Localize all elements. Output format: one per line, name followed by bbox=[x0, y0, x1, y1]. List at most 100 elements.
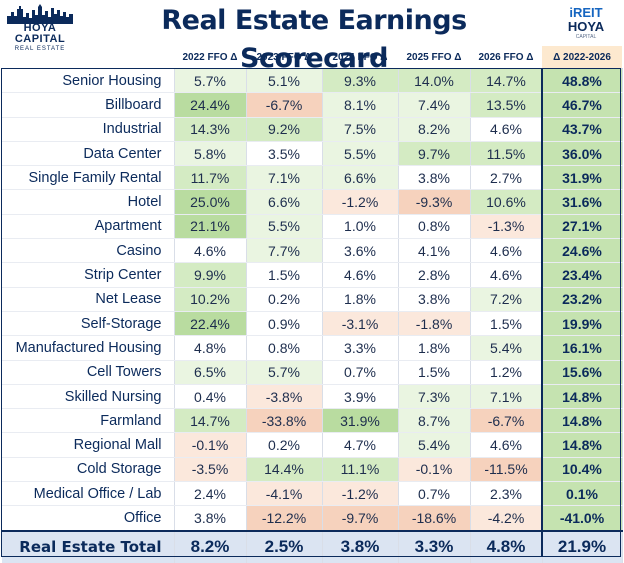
row-label: Billboard bbox=[2, 92, 175, 118]
delta-cell: 31.9% bbox=[542, 165, 623, 191]
table-row: Self-Storage 22.4% 0.9% -3.1% -1.8% 1.5% 19.9% bbox=[2, 311, 623, 337]
value-cell: 1.5% bbox=[398, 360, 471, 385]
value-cell: 9.7% bbox=[398, 141, 471, 167]
value-cell: 3.5% bbox=[246, 141, 323, 167]
table-row: Apartment 21.1% 5.5% 1.0% 0.8% -1.3% 27.1% bbox=[2, 214, 623, 240]
value-cell: 4.6% bbox=[174, 238, 247, 264]
row-label: Hotel bbox=[2, 189, 175, 215]
row-label: Farmland bbox=[2, 408, 175, 434]
value-cell: 22.4% bbox=[174, 311, 247, 337]
row-label: Self-Storage bbox=[2, 311, 175, 337]
logo-ireit-text: iREIT bbox=[569, 5, 603, 20]
value-cell: 1.8% bbox=[322, 287, 399, 312]
value-cell: -1.2% bbox=[322, 481, 399, 507]
hoya-capital-logo: HOYA CAPITAL REAL ESTATE bbox=[2, 4, 78, 52]
delta-cell: 27.1% bbox=[542, 214, 623, 240]
value-cell: -18.6% bbox=[398, 505, 471, 532]
value-cell: 0.8% bbox=[246, 335, 323, 361]
table-row: Single Family Rental 11.7% 7.1% 6.6% 3.8% 2.7… bbox=[2, 165, 623, 191]
value-cell: 3.8% bbox=[398, 165, 471, 191]
scorecard-table: 2022 FFO Δ 2023 FFO Δ 2024 FFO Δ 2025 FF… bbox=[2, 46, 623, 563]
value-cell: -1.8% bbox=[398, 311, 471, 337]
delta-cell: 31.6% bbox=[542, 189, 623, 215]
value-cell: 6.6% bbox=[246, 189, 323, 215]
skyline-icon bbox=[7, 4, 73, 24]
value-cell: 11.1% bbox=[322, 457, 399, 483]
row-label: Real Estate Total bbox=[2, 529, 175, 563]
delta-cell: 48.8% bbox=[542, 68, 623, 94]
table-row: Medical Office / Lab 2.4% -4.1% -1.2% 0.7% 2.… bbox=[2, 481, 623, 507]
value-cell: 4.6% bbox=[470, 262, 543, 288]
logo-hoya-text: HOYA bbox=[567, 19, 605, 34]
value-cell: 1.5% bbox=[470, 311, 543, 337]
column-header: 2023 FFO Δ bbox=[246, 46, 322, 69]
row-label: Skilled Nursing bbox=[2, 384, 175, 410]
value-cell: 9.9% bbox=[174, 262, 247, 288]
value-cell: -3.8% bbox=[246, 384, 323, 410]
value-cell: 1.8% bbox=[398, 335, 471, 361]
value-cell: 3.3% bbox=[398, 529, 471, 563]
delta-cell: 23.4% bbox=[542, 262, 623, 288]
value-cell: 7.7% bbox=[246, 238, 323, 264]
value-cell: -33.8% bbox=[246, 408, 323, 434]
value-cell: -3.5% bbox=[174, 457, 247, 483]
value-cell: 3.8% bbox=[398, 287, 471, 312]
column-header: 2022 FFO Δ bbox=[174, 46, 246, 69]
delta-cell: 14.8% bbox=[542, 408, 623, 434]
value-cell: 2.7% bbox=[470, 165, 543, 191]
value-cell: 8.7% bbox=[398, 408, 471, 434]
delta-cell: 24.6% bbox=[542, 238, 623, 264]
value-cell: 2.8% bbox=[398, 262, 471, 288]
value-cell: 14.4% bbox=[246, 457, 323, 483]
value-cell: -4.2% bbox=[470, 505, 543, 532]
value-cell: 25.0% bbox=[174, 189, 247, 215]
value-cell: 5.4% bbox=[398, 432, 471, 458]
delta-cell: 43.7% bbox=[542, 117, 623, 142]
table-row: Skilled Nursing 0.4% -3.8% 3.9% 7.3% 7.1% 14.8… bbox=[2, 384, 623, 410]
value-cell: 0.2% bbox=[246, 287, 323, 312]
value-cell: 1.0% bbox=[322, 214, 399, 240]
value-cell: 4.6% bbox=[322, 262, 399, 288]
value-cell: 10.6% bbox=[470, 189, 543, 215]
value-cell: -6.7% bbox=[470, 408, 543, 434]
value-cell: -0.1% bbox=[174, 432, 247, 458]
logo-capital-text: CAPITAL bbox=[575, 34, 597, 40]
value-cell: -6.7% bbox=[246, 92, 323, 118]
value-cell: 2.4% bbox=[174, 481, 247, 507]
table-row: Data Center 5.8% 3.5% 5.5% 9.7% 11.5% 36.0% bbox=[2, 141, 623, 167]
value-cell: 5.1% bbox=[246, 68, 323, 94]
table-row: Cell Towers 6.5% 5.7% 0.7% 1.5% 1.2% 15.6% bbox=[2, 360, 623, 385]
value-cell: 14.0% bbox=[398, 68, 471, 94]
delta-cell: 21.9% bbox=[542, 529, 623, 563]
value-cell: 11.5% bbox=[470, 141, 543, 167]
delta-cell: 14.8% bbox=[542, 432, 623, 458]
row-label: Manufactured Housing bbox=[2, 335, 175, 361]
value-cell: 11.7% bbox=[174, 165, 247, 191]
value-cell: -11.5% bbox=[470, 457, 543, 483]
table-row: Net Lease 10.2% 0.2% 1.8% 3.8% 7.2% 23.2% bbox=[2, 287, 623, 312]
value-cell: 4.7% bbox=[322, 432, 399, 458]
delta-cell: 0.1% bbox=[542, 481, 623, 507]
delta-cell: 19.9% bbox=[542, 311, 623, 337]
value-cell: 5.8% bbox=[174, 141, 247, 167]
row-label: Senior Housing bbox=[2, 68, 175, 94]
value-cell: 4.8% bbox=[174, 335, 247, 361]
value-cell: 4.6% bbox=[470, 432, 543, 458]
row-label: Single Family Rental bbox=[2, 165, 175, 191]
value-cell: 7.2% bbox=[470, 287, 543, 312]
table-row: Industrial 14.3% 9.2% 7.5% 8.2% 4.6% 43.7% bbox=[2, 117, 623, 142]
table-row: Strip Center 9.9% 1.5% 4.6% 2.8% 4.6% 23.4% bbox=[2, 262, 623, 288]
value-cell: 1.5% bbox=[246, 262, 323, 288]
value-cell: 0.9% bbox=[246, 311, 323, 337]
value-cell: 2.5% bbox=[246, 529, 323, 563]
value-cell: 24.4% bbox=[174, 92, 247, 118]
row-label: Apartment bbox=[2, 214, 175, 240]
header-row: 2022 FFO Δ 2023 FFO Δ 2024 FFO Δ 2025 FF… bbox=[2, 46, 622, 69]
value-cell: -0.1% bbox=[398, 457, 471, 483]
value-cell: -9.3% bbox=[398, 189, 471, 215]
value-cell: -1.3% bbox=[470, 214, 543, 240]
value-cell: 5.7% bbox=[246, 360, 323, 385]
column-header-delta: Δ 2022-2026 bbox=[542, 46, 622, 69]
delta-cell: 16.1% bbox=[542, 335, 623, 361]
value-cell: 0.8% bbox=[398, 214, 471, 240]
